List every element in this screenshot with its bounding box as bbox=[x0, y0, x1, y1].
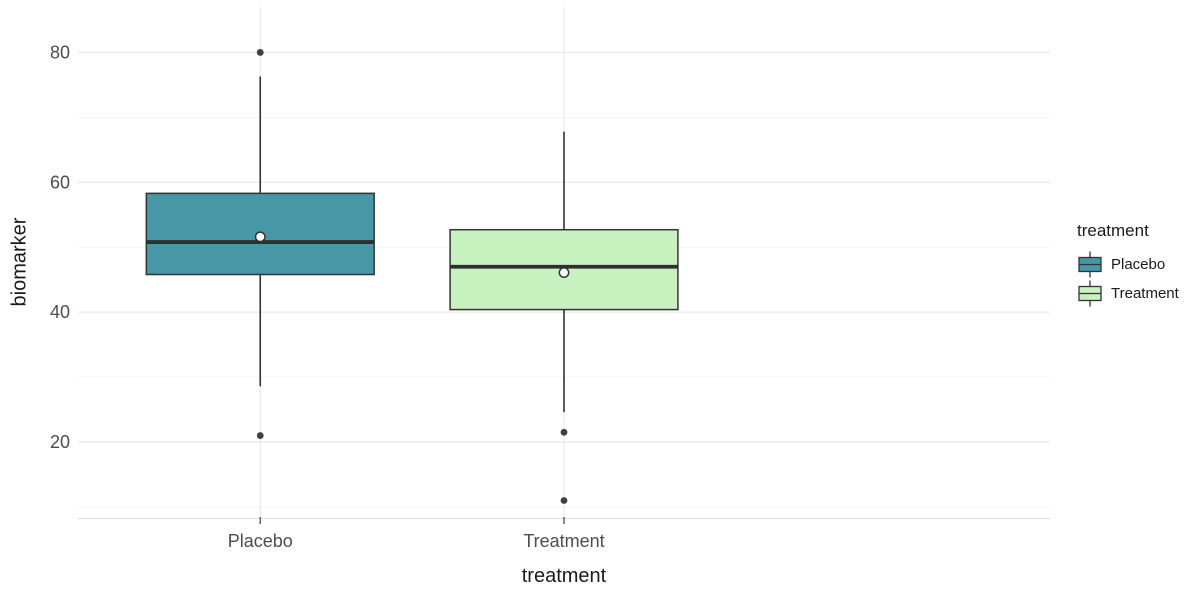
legend-title: treatment bbox=[1077, 221, 1149, 240]
y-tick-label: 40 bbox=[50, 302, 70, 322]
outlier-point bbox=[256, 49, 264, 56]
boxplot-glyph bbox=[1078, 280, 1102, 307]
y-tick-label: 80 bbox=[50, 42, 70, 62]
outlier-point bbox=[560, 497, 568, 504]
mean-point bbox=[254, 231, 266, 243]
y-tick-label: 20 bbox=[50, 432, 70, 452]
outlier-point bbox=[560, 428, 568, 436]
legend-item-label: Placebo bbox=[1111, 256, 1166, 273]
boxplot-placebo bbox=[145, 49, 375, 439]
boxplot-glyph bbox=[1078, 251, 1102, 278]
y-axis-title: biomarker bbox=[8, 217, 31, 307]
x-category-label: Placebo bbox=[228, 531, 293, 551]
boxplot-key-icon bbox=[1078, 250, 1102, 279]
legend-item-label: Treatment bbox=[1111, 285, 1179, 302]
y-tick-label: 60 bbox=[50, 172, 70, 192]
x-category-label: Treatment bbox=[523, 531, 604, 551]
boxplot-key-icon bbox=[1078, 279, 1102, 308]
boxplot-treatment bbox=[449, 131, 679, 504]
mean-point bbox=[558, 267, 570, 279]
legend: treatment Placebo Treatment bbox=[1075, 221, 1179, 308]
x-axis-title: treatment bbox=[521, 565, 607, 587]
legend-item-treatment: Treatment bbox=[1078, 279, 1179, 308]
outlier-point bbox=[256, 432, 264, 439]
legend-item-placebo: Placebo bbox=[1078, 250, 1179, 279]
